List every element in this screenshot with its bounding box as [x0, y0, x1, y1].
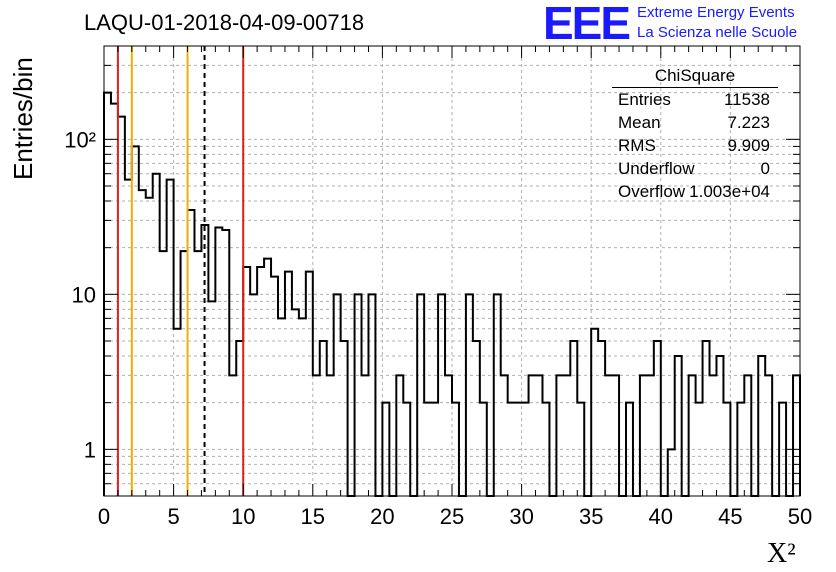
stats-row-underflow: Underflow 0: [612, 159, 778, 182]
stats-title: ChiSquare: [612, 66, 778, 88]
x-tick-label: 45: [718, 504, 742, 529]
stats-key: Overflow: [618, 182, 686, 201]
stats-row-mean: Mean 7.223: [612, 113, 778, 136]
x-tick-label: 50: [788, 504, 812, 529]
x-tick-label: 5: [167, 504, 179, 529]
eee-logo: EEE: [543, 0, 631, 49]
stats-row-rms: RMS 9.909: [612, 136, 778, 159]
stats-key: Mean: [618, 113, 661, 132]
logo-line-2: La Scienza nelle Scuole: [637, 24, 798, 41]
y-tick-label: 10²: [64, 127, 96, 152]
stats-key: RMS: [618, 136, 656, 155]
stats-value: 9.909: [727, 136, 770, 155]
stats-row-entries: Entries 11538: [612, 90, 778, 113]
stats-value: 0: [760, 159, 770, 178]
y-tick-label: 10: [72, 282, 96, 307]
x-tick-label: 15: [301, 504, 325, 529]
x-tick-label: 0: [98, 504, 110, 529]
stats-row-overflow: Overflow 1.003e+04: [612, 182, 778, 205]
stats-key: Underflow: [618, 159, 695, 178]
stats-value: 1.003e+04: [689, 182, 770, 201]
x-tick-label: 30: [509, 504, 533, 529]
stats-value: 7.223: [727, 113, 770, 132]
logo-line-1: Extreme Energy Events: [637, 4, 795, 21]
y-tick-label: 1: [84, 437, 96, 462]
stats-box: ChiSquare Entries 11538 Mean 7.223 RMS 9…: [612, 66, 778, 205]
stats-key: Entries: [618, 90, 671, 109]
x-axis-label: X²: [767, 538, 796, 569]
x-tick-label: 10: [231, 504, 255, 529]
x-tick-label: 25: [440, 504, 464, 529]
stats-value: 11538: [723, 90, 770, 109]
x-tick-label: 20: [370, 504, 394, 529]
histogram-bars: [103, 91, 801, 497]
plot-title: LAQU-01-2018-04-09-00718: [84, 10, 365, 35]
y-axis-label: Entries/bin: [8, 57, 38, 180]
x-tick-label: 35: [579, 504, 603, 529]
x-tick-label: 40: [649, 504, 673, 529]
